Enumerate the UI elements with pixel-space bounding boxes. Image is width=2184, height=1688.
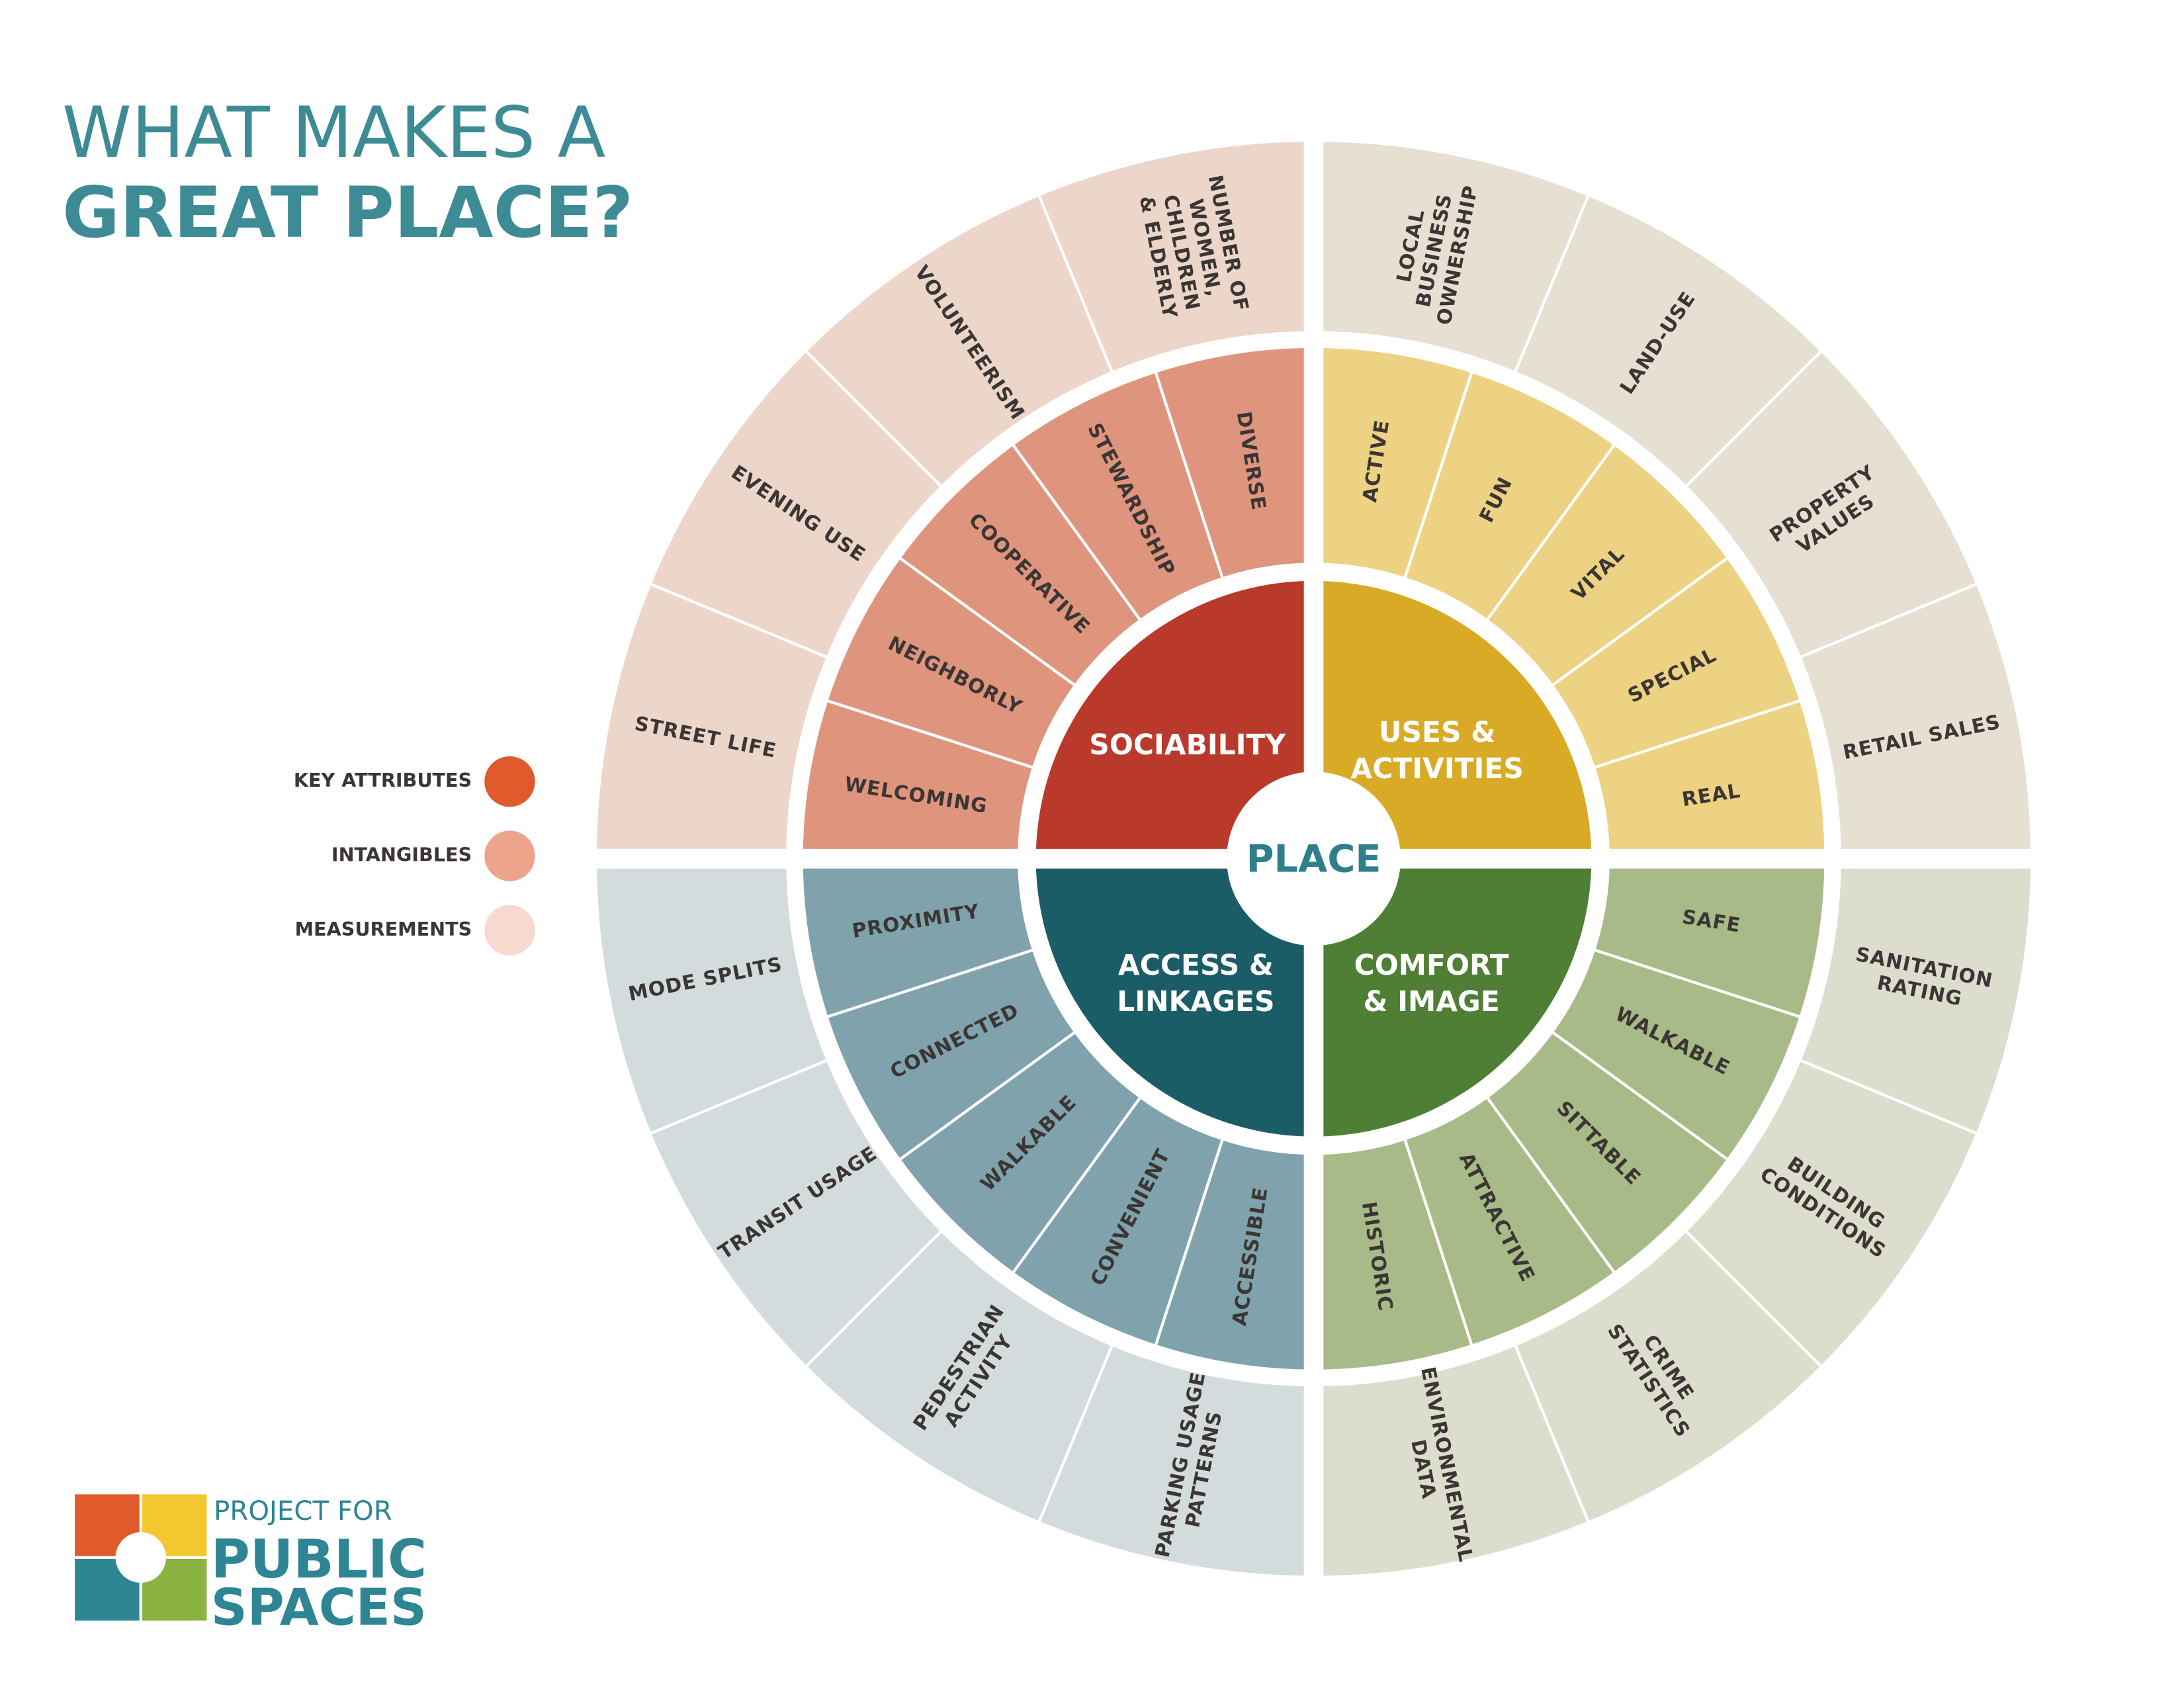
logo-text: PUBLIC <box>211 1529 427 1591</box>
key-attribute-sector <box>1313 858 1592 1137</box>
logo: PROJECT FOR PUBLIC SPACES <box>75 1494 427 1637</box>
legend-swatch <box>484 905 535 956</box>
legend-swatch <box>484 830 535 881</box>
key-attribute-label: COMFORT & IMAGE <box>1354 950 1509 1018</box>
key-attribute-label-line: LINKAGES <box>1117 986 1274 1018</box>
measurement-label: NUMBER OFWOMEN,CHILDREN& ELDERLY <box>1134 173 1254 327</box>
wheel: WELCOMINGNEIGHBORLYCOOPERATIVESTEWARDSHI… <box>584 129 2044 1589</box>
center-label: PLACE <box>1246 837 1381 881</box>
key-attribute-label-line: COMFORT <box>1354 950 1509 982</box>
key-attribute-label-line: USES & <box>1379 717 1495 749</box>
key-attribute-sector <box>1313 580 1592 859</box>
key-attribute-label-line: SOCIABILITY <box>1089 729 1286 762</box>
logo-text: SPACES <box>211 1578 427 1637</box>
legend-label: INTANGIBLES <box>331 844 472 866</box>
logo-text: PROJECT FOR <box>214 1495 392 1527</box>
key-attribute-label-line: ACTIVITIES <box>1350 753 1523 785</box>
key-attribute-label-line: & IMAGE <box>1364 986 1500 1018</box>
key-attribute-label: USES & ACTIVITIES <box>1350 717 1523 785</box>
legend-swatch <box>484 756 535 807</box>
key-attribute-label: ACCESS & LINKAGES <box>1117 950 1274 1018</box>
key-attribute-label-line: ACCESS & <box>1118 950 1274 982</box>
key-attribute-label: SOCIABILITY <box>1089 729 1286 762</box>
legend-label: KEY ATTRIBUTES <box>294 769 472 791</box>
title-line-1: WHAT MAKES A <box>62 93 605 174</box>
title-line-2: GREAT PLACE? <box>62 173 633 254</box>
logo-circle <box>115 1532 166 1583</box>
key-attribute-sector <box>1035 580 1314 859</box>
key-attribute-sector <box>1035 858 1314 1137</box>
legend-label: MEASUREMENTS <box>295 918 472 940</box>
legend: KEY ATTRIBUTES INTANGIBLES MEASUREMENTS <box>294 756 535 956</box>
center-circle <box>1227 772 1401 946</box>
